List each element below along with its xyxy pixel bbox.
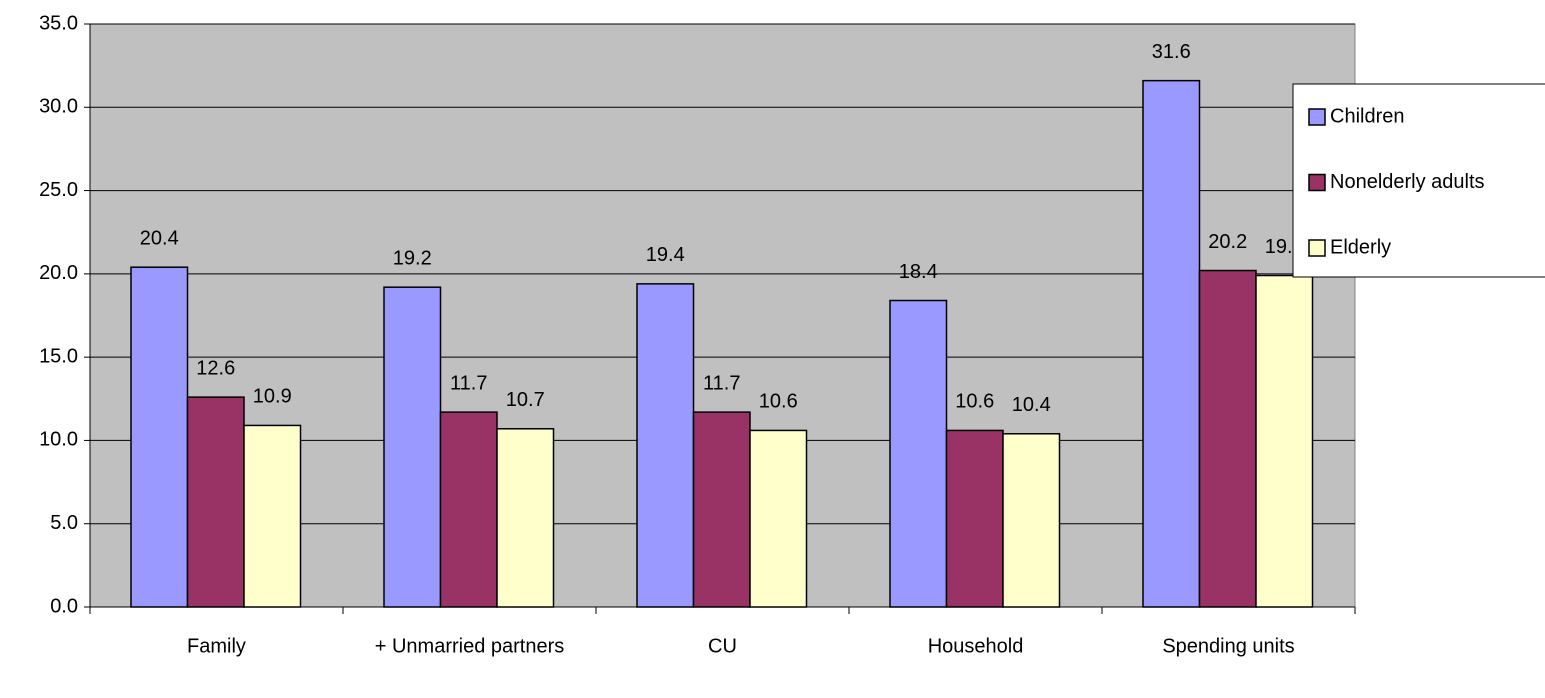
legend-label: Elderly	[1330, 236, 1391, 258]
bar	[636, 283, 695, 608]
legend-swatch	[1308, 173, 1326, 192]
value-label: 10.6	[955, 391, 994, 413]
bar	[243, 424, 302, 608]
bar	[1255, 274, 1314, 608]
x-tick-label: + Unmarried partners	[375, 635, 565, 657]
y-tick-label: 20.0	[39, 262, 78, 284]
value-label: 10.4	[1012, 394, 1051, 416]
y-tick-label: 0.0	[50, 595, 78, 617]
legend-label: Nonelderly adults	[1330, 171, 1485, 193]
value-label: 10.7	[506, 389, 545, 411]
value-label: 19.2	[393, 247, 432, 269]
x-tick-label: Family	[187, 635, 246, 657]
bar	[383, 286, 442, 608]
bar	[1142, 79, 1201, 608]
value-label: 11.7	[450, 372, 487, 394]
value-label: 12.6	[196, 357, 235, 379]
bar	[749, 429, 808, 608]
y-tick-label: 25.0	[39, 179, 78, 201]
legend-box	[1292, 83, 1545, 278]
y-tick-label: 10.0	[39, 429, 78, 451]
legend: Children Nonelderly adults Elderly	[1292, 83, 1545, 278]
legend-swatch	[1308, 108, 1326, 126]
value-label: 10.6	[759, 391, 798, 413]
value-label: 31.6	[1152, 41, 1191, 63]
legend-label: Children	[1330, 105, 1404, 127]
bar	[692, 411, 751, 608]
x-tick-label: Household	[928, 635, 1024, 657]
value-label: 19.4	[646, 244, 685, 266]
x-tick-label: CU	[708, 635, 737, 657]
value-label: 18.4	[899, 261, 938, 283]
bar	[496, 428, 555, 608]
bar	[1002, 433, 1061, 608]
bar	[1198, 269, 1257, 608]
bar	[186, 396, 245, 608]
value-label: 11.7	[703, 372, 740, 394]
value-label: 10.9	[253, 386, 292, 408]
y-tick-label: 30.0	[39, 96, 78, 118]
value-label: 20.4	[140, 227, 179, 249]
bar	[889, 299, 948, 608]
bar	[130, 266, 189, 608]
value-label: 20.2	[1208, 231, 1247, 253]
bar	[945, 429, 1004, 608]
legend-swatch	[1308, 239, 1326, 257]
y-tick-label: 15.0	[39, 345, 78, 367]
y-tick-label: 5.0	[50, 512, 78, 534]
bar	[439, 411, 498, 608]
y-tick-label: 35.0	[39, 12, 78, 34]
x-tick-label: Spending units	[1162, 635, 1294, 657]
